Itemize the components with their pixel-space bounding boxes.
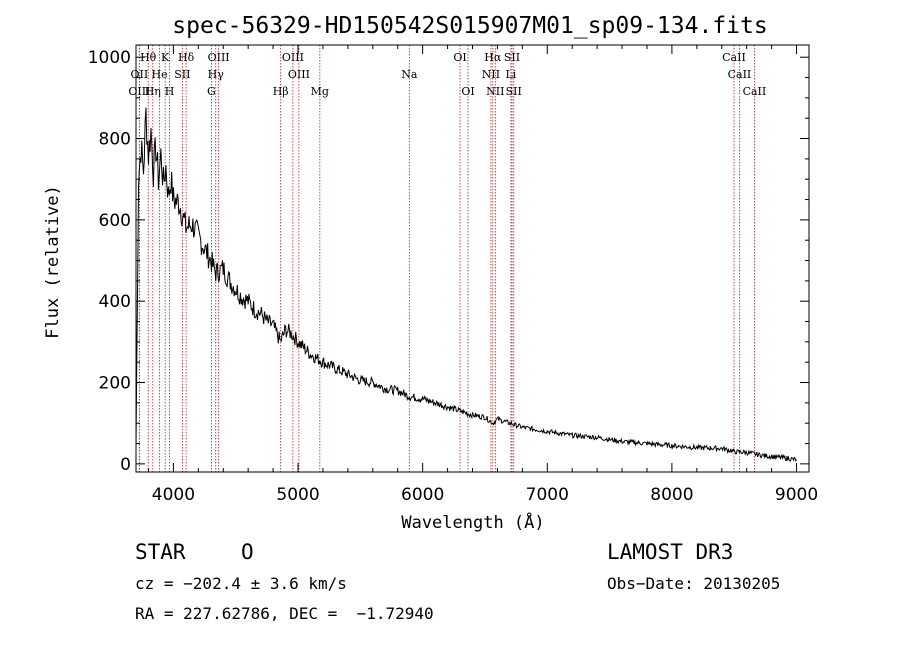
x-tick-label: 8000 xyxy=(650,485,693,505)
x-tick-label: 5000 xyxy=(276,485,319,505)
x-tick-label: 4000 xyxy=(152,485,195,505)
x-axis-ticks: 4000 5000 6000 7000 8000 9000 xyxy=(147,45,818,505)
spectral-line-markers xyxy=(138,45,755,472)
y-tick-label: 800 xyxy=(99,130,131,150)
y-tick-label: 0 xyxy=(120,455,131,475)
spectral-line-label: OII xyxy=(131,68,149,81)
spectral-line-label: OIII xyxy=(128,85,150,98)
flux-series-line xyxy=(135,107,797,462)
spectral-line-label: Hθ xyxy=(140,51,157,64)
x-tick-label: 9000 xyxy=(775,485,818,505)
y-axis-ticks: 0 200 400 600 800 1000 xyxy=(88,48,809,475)
spectral-line-label: He xyxy=(152,68,168,81)
spectral-line-label: G xyxy=(207,85,216,98)
spectral-line-label: Hγ xyxy=(208,68,225,81)
spectral-line-label: CaII xyxy=(743,85,767,98)
spectral-line-label: OI xyxy=(461,85,474,98)
y-tick-label: 600 xyxy=(99,211,131,231)
spectral-line-label: K xyxy=(161,51,170,64)
object-class: STAR xyxy=(135,540,186,564)
y-tick-label: 1000 xyxy=(88,48,131,68)
spectral-line-label: SII xyxy=(174,68,190,81)
spectral-line-label: NII xyxy=(482,68,500,81)
spectral-line-label: OI xyxy=(453,51,466,64)
spectral-line-label: OIII xyxy=(282,51,304,64)
spectral-line-label: H xyxy=(165,85,175,98)
x-tick-label: 7000 xyxy=(526,485,569,505)
spectral-line-label: SII xyxy=(506,85,522,98)
observation-date: Obs−Date: 20130205 xyxy=(607,574,781,593)
survey-name: LAMOST DR3 xyxy=(607,540,734,564)
spectral-line-label: Mg xyxy=(311,85,329,98)
spectral-line-label: Hδ xyxy=(178,51,195,64)
redshift-velocity: cz = −202.4 ± 3.6 km/s xyxy=(135,574,347,593)
y-tick-label: 400 xyxy=(99,292,131,312)
spectral-line-label: CaII xyxy=(728,68,752,81)
spectral-line-label: OIII xyxy=(208,51,230,64)
spectral-line-label: Na xyxy=(401,68,418,81)
spectral-line-label: Hα xyxy=(484,51,502,64)
object-subclass: O xyxy=(241,540,254,564)
spectral-line-label: Hη xyxy=(145,85,161,98)
y-tick-label: 200 xyxy=(99,374,131,394)
x-axis-label: Wavelength (Å) xyxy=(401,511,544,533)
spectral-line-label: OIII xyxy=(288,68,310,81)
plot-frame xyxy=(135,44,810,473)
chart-title: spec-56329-HD150542S015907M01_sp09-134.f… xyxy=(172,13,767,39)
spectral-line-label: SII xyxy=(504,51,520,64)
spectral-line-label: Li xyxy=(505,68,516,81)
spectral-line-label: Hβ xyxy=(273,85,289,98)
ra-dec-coordinates: RA = 227.62786, DEC = −1.72940 xyxy=(135,604,434,623)
spectral-line-label: CaII xyxy=(722,51,746,64)
y-axis-label: Flux (relative) xyxy=(43,185,63,339)
spectral-line-label: NII xyxy=(486,85,504,98)
x-tick-label: 6000 xyxy=(401,485,444,505)
